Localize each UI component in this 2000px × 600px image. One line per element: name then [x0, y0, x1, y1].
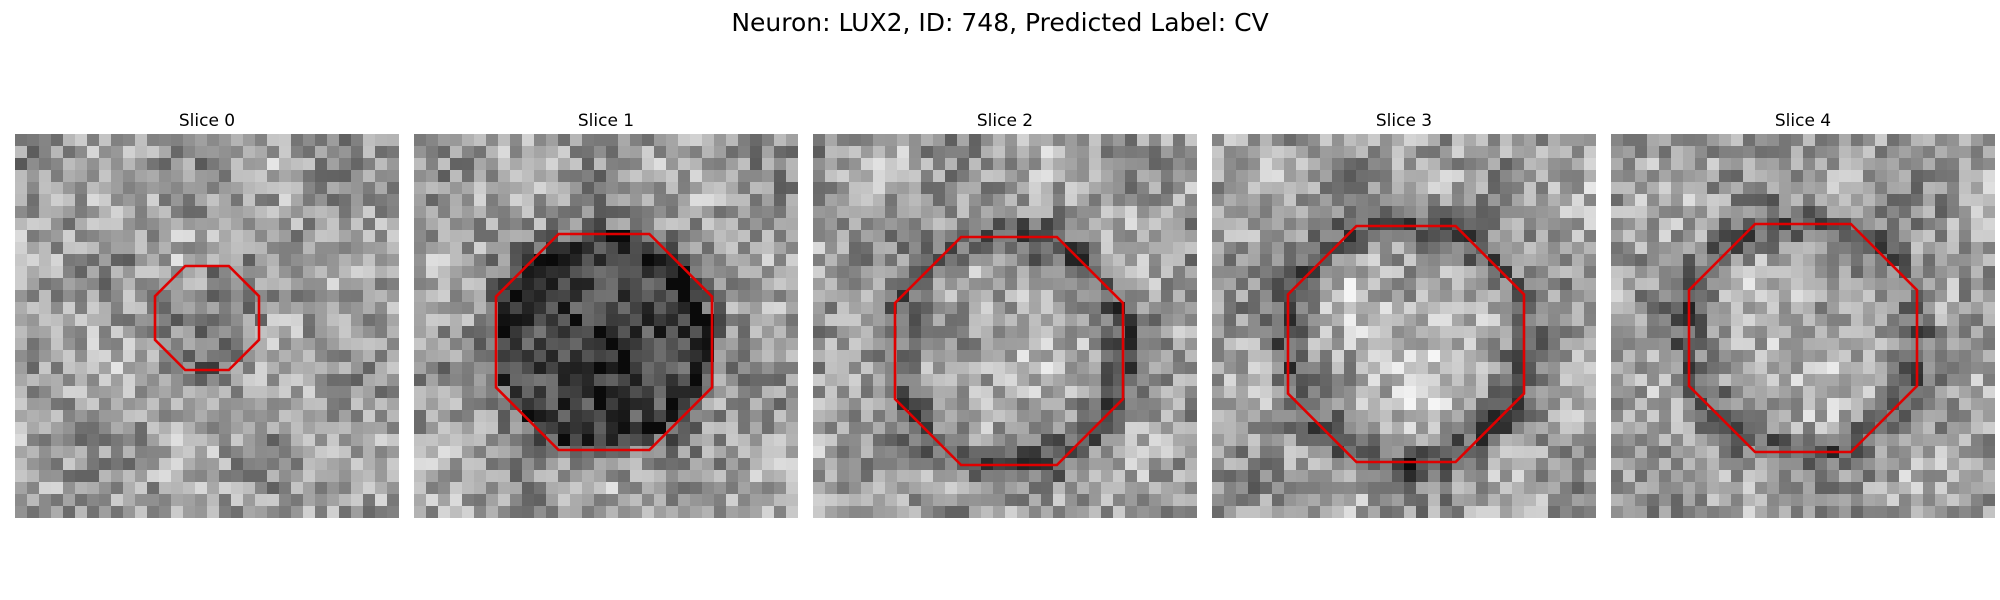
slice-image — [15, 134, 399, 518]
slice-title: Slice 3 — [1375, 111, 1433, 131]
slice-image — [1212, 134, 1596, 518]
slice-title: Slice 1 — [577, 111, 635, 131]
slice-title: Slice 0 — [178, 111, 236, 131]
slice-image — [813, 134, 1197, 518]
roi-outline — [1286, 224, 1526, 464]
slice-title: Slice 4 — [1774, 111, 1832, 131]
slice-image — [414, 134, 798, 518]
roi-outline — [153, 264, 261, 372]
roi-outline — [1687, 222, 1919, 454]
roi-outline — [893, 235, 1125, 467]
slice-panel-2: Slice 2 — [813, 108, 1197, 518]
roi-outline — [494, 232, 714, 452]
slice-panel-0: Slice 0 — [15, 108, 399, 518]
figure-title: Neuron: LUX2, ID: 748, Predicted Label: … — [731, 8, 1269, 37]
slice-panel-1: Slice 1 — [414, 108, 798, 518]
slice-title: Slice 2 — [976, 111, 1034, 131]
slice-panel-4: Slice 4 — [1611, 108, 1995, 518]
slice-panel-3: Slice 3 — [1212, 108, 1596, 518]
slice-image — [1611, 134, 1995, 518]
